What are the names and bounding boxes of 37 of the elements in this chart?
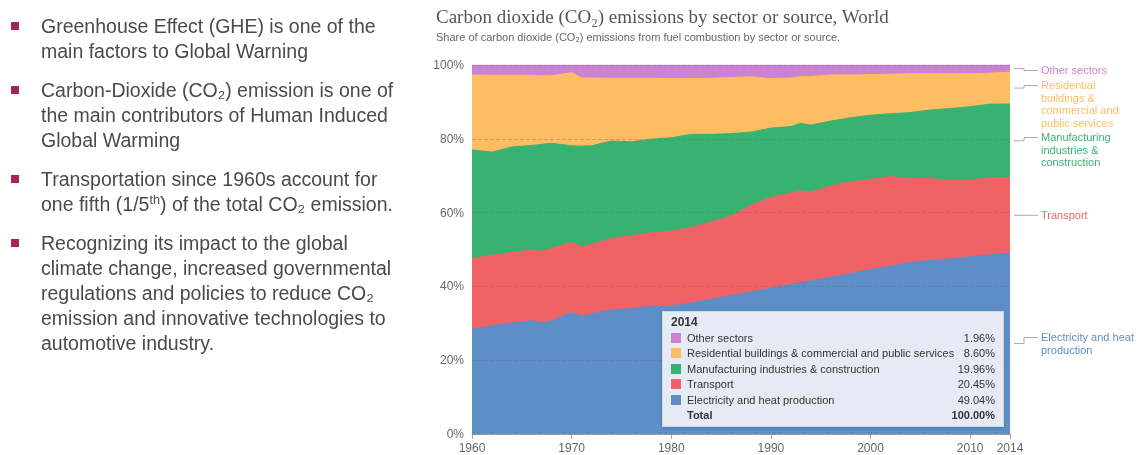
x-tick-label: 2014 bbox=[996, 441, 1024, 455]
annotation: 2014 bbox=[671, 315, 699, 329]
x-tick-label: 1980 bbox=[657, 441, 685, 455]
x-tick-label: 1990 bbox=[757, 441, 785, 455]
legend-label: Manufacturing industries & construction bbox=[687, 362, 881, 375]
legend-label: Residential buildings & commercial and public services bbox=[687, 347, 956, 360]
legend-label: Other sectors bbox=[687, 331, 755, 344]
text: Greenhouse Effect (GHE) is one of the main factors to Global Warning bbox=[41, 14, 377, 64]
x-tick-label: 1960 bbox=[458, 441, 486, 455]
text: Other sectors bbox=[1041, 64, 1108, 76]
chart-subtitle: Share of carbon dioxide (CO₂) emissions from fuel combustion by sector or source. bbox=[436, 30, 841, 43]
text: Manufacturing industries & construction bbox=[1041, 131, 1111, 168]
y-tick-label: 60% bbox=[439, 205, 465, 220]
annotation: 100.00% bbox=[951, 409, 995, 422]
legend-label: Electricity and heat production bbox=[687, 393, 836, 406]
text: Transportation since 1960s account for one fifth (1/5$^{th}$) of the total CO₂ emission. bbox=[41, 167, 394, 217]
text: Residential buildings & commercial and public services bbox=[1041, 79, 1119, 129]
text: Transport bbox=[1041, 208, 1088, 221]
x-tick-label: 2000 bbox=[857, 441, 885, 455]
y-tick-label: 0% bbox=[446, 427, 465, 441]
annotation: 20.45% bbox=[957, 378, 995, 391]
annotation: Total bbox=[687, 409, 714, 422]
legend-label: Transport bbox=[687, 378, 735, 391]
chart-title: Carbon dioxide (CO₂) emissions by sector or source, World bbox=[436, 6, 890, 28]
text: Electricity and heat production bbox=[1041, 331, 1134, 356]
y-tick-label: 40% bbox=[439, 279, 465, 294]
annotation: 19.96% bbox=[957, 362, 995, 375]
annotation: 8.60% bbox=[963, 347, 995, 360]
x-tick-label: 2010 bbox=[956, 441, 984, 455]
text: Recognizing its impact to the global climate change, increased governmental regulations and policies to reduce CO₂ emission and innovative technologies to automotive industry. bbox=[41, 231, 393, 356]
x-tick-label: 1970 bbox=[558, 441, 586, 455]
y-tick-label: 100% bbox=[433, 58, 465, 72]
y-tick-label: 20% bbox=[439, 353, 465, 368]
text: Carbon-Dioxide (CO₂) emission is one of the main contributors of Human Induced Global Warming bbox=[41, 78, 395, 153]
annotation: 49.04% bbox=[957, 393, 995, 406]
annotation: 1.96% bbox=[963, 331, 995, 344]
y-tick-label: 80% bbox=[439, 131, 465, 146]
